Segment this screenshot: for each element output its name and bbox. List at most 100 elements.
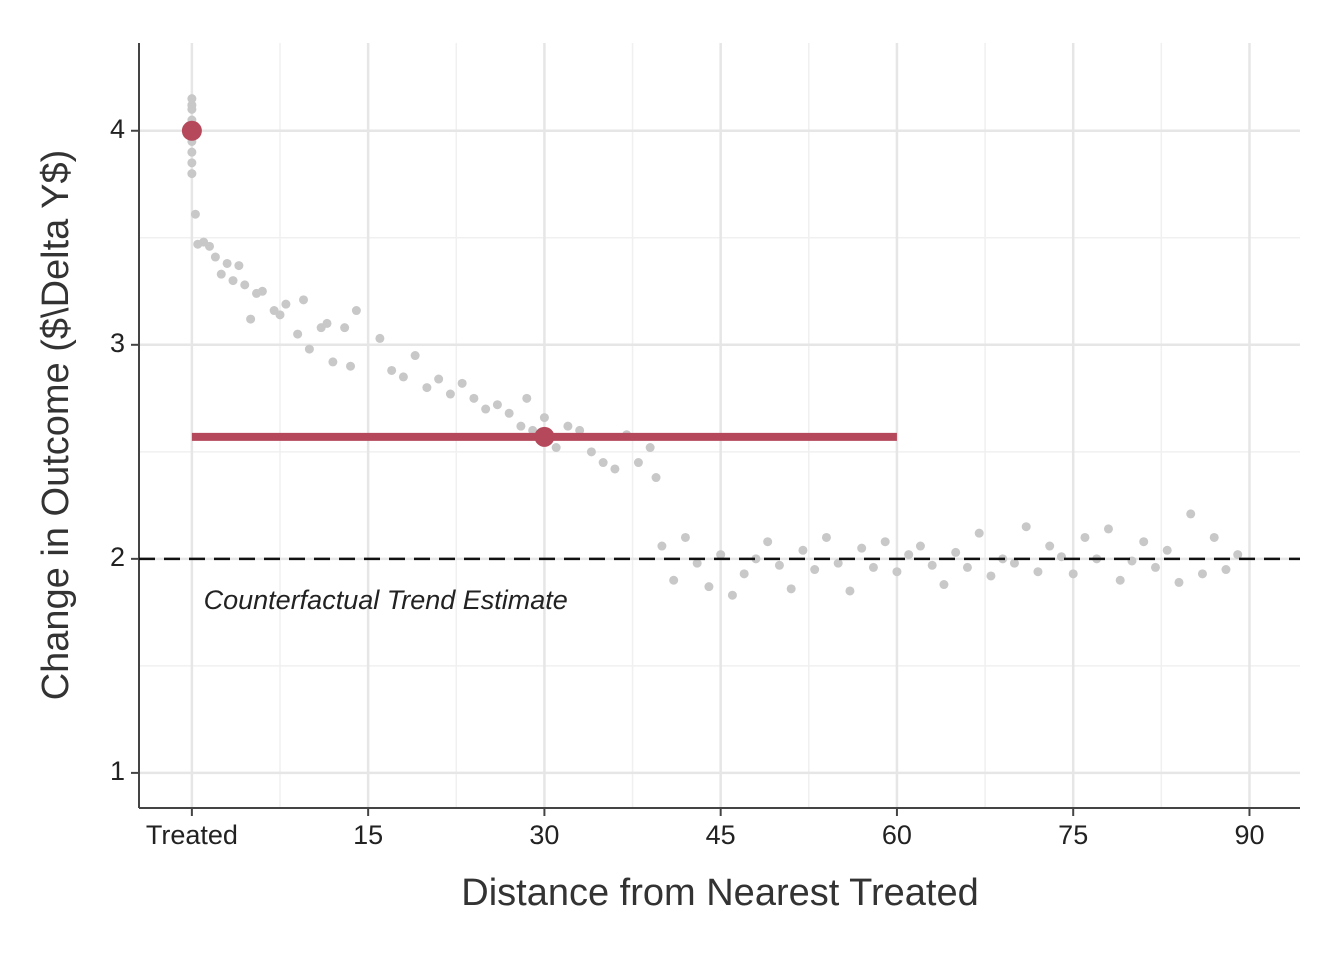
scatter-point [1103, 524, 1113, 534]
x-tick-label: Treated [146, 820, 238, 850]
scatter-point [410, 351, 420, 361]
scatter-point [880, 537, 890, 547]
scatter-point [704, 582, 714, 592]
scatter-point [974, 528, 984, 538]
scatter-point [222, 258, 232, 268]
scatter-point [522, 393, 532, 403]
scatter-point [651, 473, 661, 483]
scatter-point [1233, 550, 1243, 560]
y-tick-label: 3 [110, 328, 125, 358]
x-tick-label: 30 [529, 820, 559, 850]
scatter-point [669, 575, 679, 585]
scatter-point [322, 318, 332, 328]
scatter-point [1209, 532, 1219, 542]
scatter-point [340, 323, 350, 333]
scatter-point [375, 333, 385, 343]
scatter-point [1056, 552, 1066, 562]
estimate-point [181, 120, 202, 141]
scatter-point [951, 547, 961, 557]
scatter-point [1045, 541, 1055, 551]
scatter-point [216, 269, 226, 279]
scatter-point [246, 314, 256, 324]
scatter-point [187, 169, 197, 179]
scatter-point [563, 421, 573, 431]
scatter-point [346, 361, 356, 371]
scatter-point [1174, 577, 1184, 587]
scatter-point [845, 586, 855, 596]
scatter-point [187, 147, 197, 157]
scatter-point [751, 554, 761, 564]
scatter-point [457, 378, 467, 388]
scatter-point [1033, 567, 1043, 577]
scatter-point [240, 280, 250, 290]
scatter-point [187, 158, 197, 168]
scatter-point [798, 545, 808, 555]
grid: Treated 15 30 45 60 75 90 1 2 3 4 [110, 43, 1300, 850]
scatter-point [1009, 558, 1019, 568]
scatter-point [821, 532, 831, 542]
scatter-point [1150, 562, 1160, 572]
scatter-point [481, 404, 491, 414]
scatter-point [187, 94, 197, 104]
scatter-point [904, 550, 914, 560]
scatter-point [610, 464, 620, 474]
scatter-point [205, 241, 215, 251]
scatter-point [281, 299, 291, 309]
scatter-point [633, 458, 643, 468]
y-tick-label: 1 [110, 756, 125, 786]
scatter-point [551, 443, 561, 453]
y-axis-title: Change in Outcome ($\Delta Y$) [35, 150, 77, 701]
x-tick-label: 60 [882, 820, 912, 850]
scatter-point [892, 567, 902, 577]
scatter-point [927, 560, 937, 570]
scatter-point [328, 357, 338, 367]
scatter-point [504, 408, 514, 418]
scatter-point [1115, 575, 1125, 585]
scatter-point [763, 537, 773, 547]
scatter-point [187, 100, 197, 110]
x-tick-label: 15 [353, 820, 383, 850]
scatter-point [939, 580, 949, 590]
x-tick-label: 45 [706, 820, 736, 850]
scatter-point [299, 295, 309, 305]
scatter-point [857, 543, 867, 553]
scatter-point [293, 329, 303, 339]
scatter-point [469, 393, 479, 403]
scatter-point [657, 541, 667, 551]
scatter-point [1021, 522, 1031, 532]
scatter-point [786, 584, 796, 594]
scatter-point [1221, 565, 1231, 575]
scatter-point [1068, 569, 1078, 579]
scatter-point [774, 560, 784, 570]
scatter-point [539, 413, 549, 423]
y-tick-label: 4 [110, 114, 125, 144]
scatter-point [516, 421, 526, 431]
scatter-point [492, 400, 502, 410]
x-tick-label: 90 [1234, 820, 1264, 850]
scatter-point [434, 374, 444, 384]
scatter-point [1139, 537, 1149, 547]
scatter-point [868, 562, 878, 572]
scatter-point [645, 443, 655, 453]
scatter-point [962, 562, 972, 572]
scatter-point [575, 425, 585, 435]
scatter-point [528, 425, 538, 435]
scatter-point [810, 565, 820, 575]
scatter-point [398, 372, 408, 382]
scatter-point [586, 447, 596, 457]
x-axis-title: Distance from Nearest Treated [461, 872, 978, 914]
scatter-point [915, 541, 925, 551]
scatter-point [304, 344, 314, 354]
scatter-point [727, 590, 737, 600]
scatter-point [190, 209, 200, 219]
scatter-point [739, 569, 749, 579]
x-tick-label: 75 [1058, 820, 1088, 850]
y-tick-label: 2 [110, 542, 125, 572]
scatter-point [692, 558, 702, 568]
scatter-point [833, 558, 843, 568]
scatter-point [422, 383, 432, 393]
scatter-point [210, 252, 220, 262]
scatter-point [1186, 509, 1196, 519]
